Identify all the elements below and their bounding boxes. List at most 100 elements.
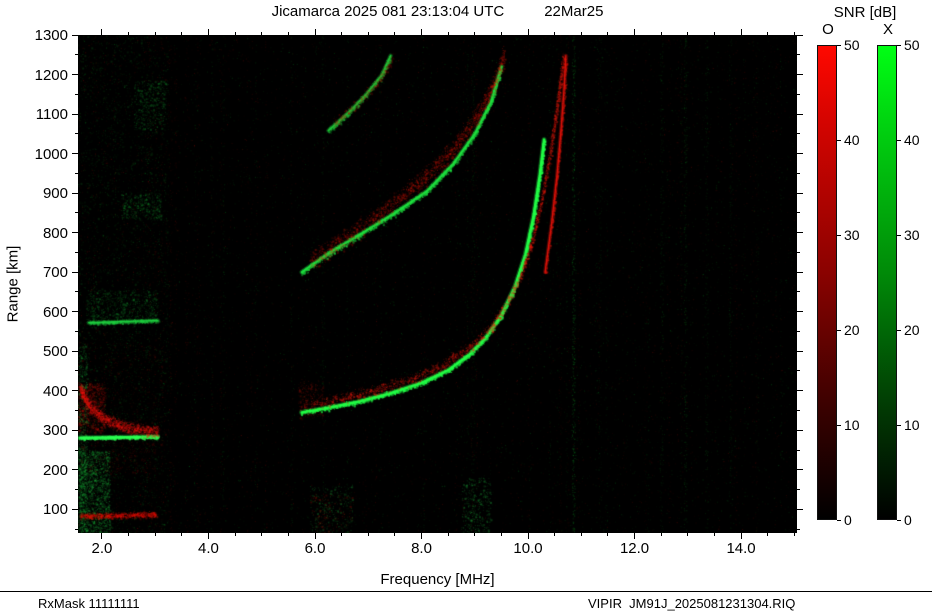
colorbar-o-tick bbox=[837, 424, 841, 426]
axis-tick bbox=[797, 291, 800, 293]
axis-tick bbox=[793, 32, 795, 35]
axis-tick bbox=[687, 32, 689, 35]
axis-tick bbox=[341, 32, 343, 35]
y-tick-label: 1000 bbox=[34, 145, 68, 163]
y-tick-label: 800 bbox=[42, 224, 68, 242]
y-tick-label: 500 bbox=[42, 343, 68, 361]
colorbar-x-tick-label: 20 bbox=[904, 322, 920, 338]
axis-tick bbox=[660, 533, 662, 536]
axis-tick bbox=[101, 533, 103, 539]
axis-tick bbox=[421, 533, 423, 539]
colorbar-x-tick-label: 10 bbox=[904, 417, 920, 433]
axis-tick bbox=[797, 390, 803, 392]
axis-tick bbox=[797, 54, 800, 56]
y-tick-label: 400 bbox=[42, 382, 68, 400]
axis-tick bbox=[797, 449, 800, 451]
axis-tick bbox=[154, 533, 156, 536]
colorbar-o-tick bbox=[837, 44, 841, 46]
axis-tick bbox=[72, 469, 78, 471]
x-tick-label: 14.0 bbox=[726, 540, 756, 557]
x-tick-label: 12.0 bbox=[619, 540, 650, 557]
axis-tick bbox=[75, 212, 78, 214]
axis-tick bbox=[421, 29, 423, 35]
axis-tick bbox=[72, 34, 78, 36]
colorbar-x-gradient bbox=[877, 45, 897, 520]
axis-tick bbox=[447, 533, 449, 536]
axis-tick bbox=[394, 32, 396, 35]
colorbar-o-tick bbox=[837, 234, 841, 236]
axis-tick bbox=[797, 469, 803, 471]
colorbar-o-gradient bbox=[817, 45, 837, 520]
axis-tick bbox=[447, 32, 449, 35]
axis-tick bbox=[740, 533, 742, 539]
axis-tick bbox=[75, 409, 78, 411]
axis-tick bbox=[75, 528, 78, 530]
x-axis-label: Frequency [MHz] bbox=[380, 571, 495, 588]
title-date: 22Mar25 bbox=[544, 3, 604, 20]
colorbar-x-tick bbox=[897, 139, 901, 141]
axis-tick bbox=[797, 153, 803, 155]
axis-tick bbox=[72, 390, 78, 392]
axis-tick bbox=[713, 533, 715, 536]
axis-tick bbox=[474, 32, 476, 35]
axis-tick bbox=[75, 251, 78, 253]
axis-tick bbox=[72, 74, 78, 76]
axis-tick bbox=[72, 232, 78, 234]
x-tick-label: 6.0 bbox=[304, 540, 326, 557]
axis-tick bbox=[797, 192, 803, 194]
colorbar-o-tick bbox=[837, 139, 841, 141]
y-tick-label: 600 bbox=[42, 303, 68, 321]
rxmask-label: RxMask 11111111 bbox=[38, 596, 140, 611]
colorbar-o-label: O bbox=[822, 21, 834, 38]
axis-tick bbox=[797, 409, 800, 411]
y-tick-label: 1300 bbox=[34, 27, 68, 44]
plot-title: Jicamarca 2025 081 23:13:04 UTC 22Mar25 bbox=[78, 3, 797, 20]
axis-tick bbox=[797, 172, 800, 174]
axis-tick bbox=[660, 32, 662, 35]
axis-tick bbox=[75, 54, 78, 56]
axis-tick bbox=[75, 291, 78, 293]
colorbar-o-tick-label: 30 bbox=[844, 227, 860, 243]
axis-tick bbox=[75, 172, 78, 174]
axis-tick bbox=[797, 528, 800, 530]
axis-tick bbox=[101, 29, 103, 35]
footer-divider bbox=[0, 591, 932, 592]
colorbar-o-tick-label: 10 bbox=[844, 417, 860, 433]
colorbar-x-tick bbox=[897, 234, 901, 236]
axis-tick bbox=[314, 29, 316, 35]
colorbar-x-tick-label: 0 bbox=[904, 512, 912, 528]
y-tick-label: 1100 bbox=[35, 106, 68, 124]
axis-tick bbox=[181, 32, 183, 35]
axis-tick bbox=[797, 232, 803, 234]
axis-tick bbox=[314, 533, 316, 539]
axis-tick bbox=[72, 271, 78, 273]
axis-tick bbox=[634, 533, 636, 539]
file-id-label: VIPIR JM91J_2025081231304.RIQ bbox=[588, 596, 796, 611]
axis-tick bbox=[128, 533, 130, 536]
y-tick-label: 100 bbox=[42, 501, 68, 519]
x-tick-label: 4.0 bbox=[198, 540, 219, 557]
y-axis-label: Range [km] bbox=[4, 245, 22, 323]
axis-tick bbox=[75, 449, 78, 451]
y-tick-label: 700 bbox=[42, 264, 68, 282]
axis-tick bbox=[607, 32, 609, 35]
axis-tick bbox=[234, 32, 236, 35]
axis-tick bbox=[797, 330, 800, 332]
axis-tick bbox=[75, 330, 78, 332]
axis-tick bbox=[713, 32, 715, 35]
colorbar-o-tick-label: 0 bbox=[844, 512, 852, 528]
axis-tick bbox=[72, 350, 78, 352]
axis-tick bbox=[500, 533, 502, 536]
axis-tick bbox=[554, 533, 556, 536]
axis-tick bbox=[687, 533, 689, 536]
axis-tick bbox=[72, 311, 78, 313]
axis-tick bbox=[261, 32, 263, 35]
axis-tick bbox=[797, 508, 803, 510]
colorbar-x-label: X bbox=[882, 21, 893, 38]
axis-tick bbox=[500, 32, 502, 35]
axis-tick bbox=[797, 370, 800, 372]
colorbar-x-tick-label: 50 bbox=[904, 37, 920, 53]
colorbar-x-tick-label: 40 bbox=[904, 132, 920, 148]
colorbar-x-tick bbox=[897, 424, 901, 426]
